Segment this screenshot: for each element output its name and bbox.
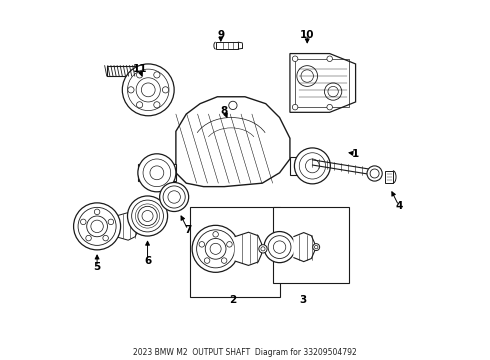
Circle shape <box>367 166 382 181</box>
Circle shape <box>301 70 314 82</box>
Polygon shape <box>290 54 356 112</box>
Text: 11: 11 <box>132 64 147 74</box>
Polygon shape <box>290 157 321 175</box>
Circle shape <box>127 196 168 236</box>
Bar <box>272 207 349 283</box>
Circle shape <box>299 153 325 179</box>
Text: 7: 7 <box>184 225 192 235</box>
Text: 5: 5 <box>94 262 101 272</box>
Circle shape <box>324 83 342 100</box>
Circle shape <box>132 200 164 232</box>
Circle shape <box>370 169 379 178</box>
Text: 2023 BMW M2  OUTPUT SHAFT  Diagram for 33209504792: 2023 BMW M2 OUTPUT SHAFT Diagram for 332… <box>133 348 357 357</box>
Circle shape <box>204 258 210 263</box>
Circle shape <box>137 102 143 108</box>
Circle shape <box>227 242 232 247</box>
Polygon shape <box>216 42 238 49</box>
Circle shape <box>138 206 157 226</box>
Bar <box>190 207 280 297</box>
Circle shape <box>137 72 143 78</box>
Circle shape <box>261 247 265 251</box>
Polygon shape <box>385 171 393 183</box>
Circle shape <box>143 159 171 186</box>
Circle shape <box>210 243 221 255</box>
Circle shape <box>294 148 330 184</box>
Circle shape <box>264 231 295 263</box>
Circle shape <box>108 219 114 225</box>
Text: 9: 9 <box>217 30 224 40</box>
Circle shape <box>168 191 180 203</box>
Polygon shape <box>138 164 176 181</box>
Circle shape <box>305 159 319 173</box>
Circle shape <box>268 236 291 258</box>
Text: 8: 8 <box>220 105 228 116</box>
Circle shape <box>259 245 267 253</box>
Circle shape <box>229 101 237 109</box>
Circle shape <box>122 64 174 116</box>
Circle shape <box>297 66 318 86</box>
Circle shape <box>327 104 332 110</box>
Circle shape <box>154 102 160 108</box>
Circle shape <box>103 235 108 241</box>
Circle shape <box>87 216 107 237</box>
Polygon shape <box>116 212 139 240</box>
Text: 3: 3 <box>299 295 307 305</box>
Text: 4: 4 <box>395 201 402 211</box>
Text: 6: 6 <box>144 256 151 266</box>
Circle shape <box>273 241 286 253</box>
Circle shape <box>138 154 176 192</box>
Circle shape <box>163 186 185 208</box>
Circle shape <box>162 87 169 93</box>
Circle shape <box>78 207 116 246</box>
Polygon shape <box>176 97 290 186</box>
Text: 10: 10 <box>300 30 315 40</box>
Circle shape <box>136 78 160 102</box>
Circle shape <box>327 56 332 62</box>
Circle shape <box>74 203 121 250</box>
Circle shape <box>160 183 189 212</box>
Circle shape <box>205 238 226 259</box>
Text: 1: 1 <box>352 149 359 159</box>
Circle shape <box>315 246 318 249</box>
Circle shape <box>328 86 338 97</box>
Circle shape <box>80 219 86 225</box>
Circle shape <box>154 72 160 78</box>
Circle shape <box>313 244 319 251</box>
Circle shape <box>293 104 298 110</box>
Circle shape <box>150 166 164 180</box>
Circle shape <box>196 230 235 268</box>
Circle shape <box>142 211 153 221</box>
Circle shape <box>192 225 239 272</box>
Text: 2: 2 <box>229 295 237 305</box>
Circle shape <box>94 209 100 215</box>
Polygon shape <box>294 233 315 262</box>
Circle shape <box>128 87 134 93</box>
Circle shape <box>86 235 91 241</box>
Circle shape <box>213 231 219 237</box>
Circle shape <box>199 242 205 247</box>
Circle shape <box>141 83 155 97</box>
Polygon shape <box>235 232 262 265</box>
Circle shape <box>293 56 298 62</box>
Circle shape <box>221 258 227 263</box>
Bar <box>295 59 349 107</box>
Circle shape <box>91 220 103 233</box>
Circle shape <box>127 69 169 111</box>
